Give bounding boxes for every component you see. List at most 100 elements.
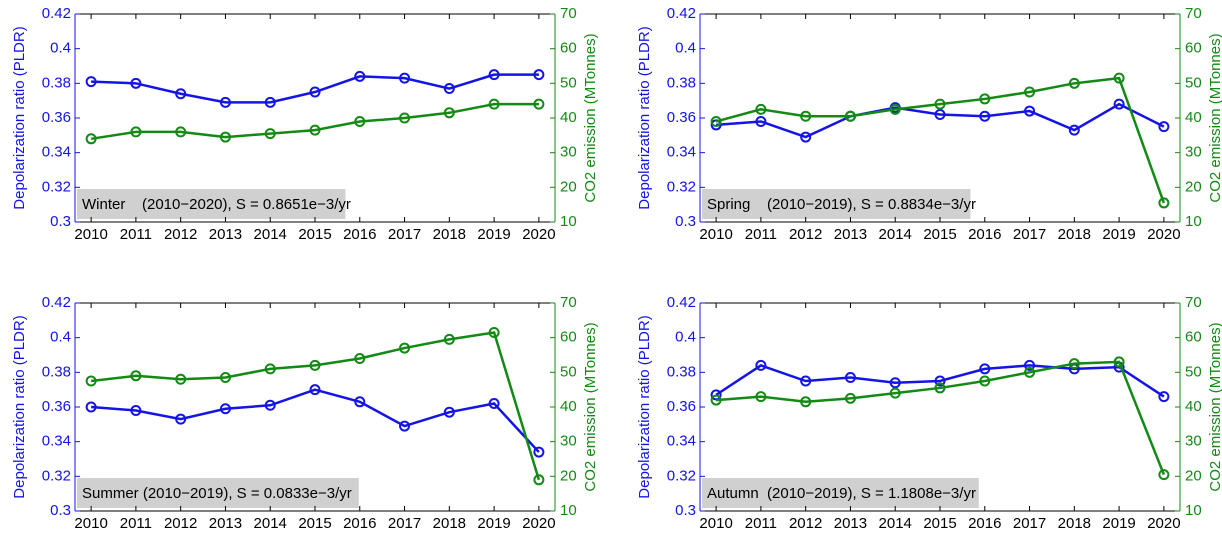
x-tick-label: 2012 (789, 515, 822, 532)
subplot: Winter (2010−2020), S = 0.8651e−3/yr2010… (11, 5, 599, 243)
series-line (91, 388, 540, 453)
series-marker (979, 110, 991, 122)
y2-axis-label: CO2 emission (MTonnes) (582, 33, 599, 202)
x-tick-label: 2015 (923, 515, 956, 532)
annotation: Summer (2010−2019), S = 0.0833e−3/yr (82, 485, 352, 502)
series-marker (844, 110, 856, 122)
series-marker (354, 70, 366, 82)
series-marker (934, 375, 946, 387)
y2-tick-label: 20 (1185, 467, 1202, 484)
x-tick-label: 2016 (968, 515, 1001, 532)
series-line (716, 102, 1165, 139)
series-marker (443, 107, 455, 119)
series-marker (264, 399, 276, 411)
series-line (90, 331, 541, 481)
x-tick-label: 2011 (120, 226, 152, 243)
y2-axis-label: CO2 emission (MTonnes) (1207, 322, 1222, 491)
x-tick-label: 2010 (699, 515, 732, 532)
series-line (715, 76, 1166, 204)
y-axis-label: Depolarization ratio (PLDR) (636, 315, 653, 498)
series-marker (399, 420, 411, 432)
y2-tick-label: 40 (560, 109, 577, 126)
y2-tick-label: 50 (1185, 363, 1202, 380)
y2-tick-label: 20 (560, 467, 577, 484)
y2-tick-label: 30 (1185, 433, 1202, 450)
series-marker (533, 98, 545, 110)
series-line (91, 73, 539, 104)
y2-tick-label: 40 (1185, 109, 1202, 126)
x-tick-label: 2011 (745, 226, 777, 243)
x-tick-label: 2020 (1147, 226, 1180, 243)
x-tick-label: 2017 (1013, 515, 1046, 532)
series-marker (533, 69, 545, 81)
x-tick-label: 2013 (834, 515, 867, 532)
y-tick-label: 0.42 (42, 5, 71, 22)
x-tick-label: 2013 (209, 226, 242, 243)
series-marker (1068, 124, 1080, 136)
x-tick-label: 2015 (923, 226, 956, 243)
y-tick-label: 0.38 (667, 363, 696, 380)
series-marker (934, 382, 946, 394)
series-marker (844, 372, 856, 384)
series-marker (1113, 356, 1125, 368)
y-tick-label: 0.42 (667, 294, 696, 311)
x-tick-label: 2018 (433, 515, 466, 532)
series-line (90, 102, 539, 141)
series-marker (755, 115, 767, 127)
series-marker (844, 392, 856, 404)
series-marker (354, 352, 366, 364)
annotation: Winter (2010−2020), S = 0.8651e−3/yr (82, 196, 351, 213)
series-marker (399, 72, 411, 84)
x-tick-label: 2014 (254, 515, 287, 532)
y-tick-label: 0.3 (50, 213, 71, 230)
x-tick-label: 2015 (298, 226, 331, 243)
series-marker (488, 98, 500, 110)
series-marker (175, 126, 187, 138)
series-marker (264, 128, 276, 140)
y-tick-label: 0.42 (42, 294, 71, 311)
series-marker (443, 406, 455, 418)
y2-tick-label: 50 (1185, 74, 1202, 91)
x-tick-label: 2013 (209, 515, 242, 532)
series-marker (85, 76, 97, 88)
y-tick-label: 0.32 (667, 178, 696, 195)
y-tick-label: 0.3 (675, 502, 696, 519)
x-tick-label: 2016 (968, 226, 1001, 243)
x-tick-label: 2020 (522, 226, 555, 243)
series-marker (533, 446, 545, 458)
x-tick-label: 2019 (1102, 515, 1135, 532)
x-tick-label: 2015 (298, 515, 331, 532)
series-marker (130, 370, 142, 382)
y-tick-label: 0.38 (667, 74, 696, 91)
annotation-box (77, 189, 346, 219)
series-marker (1024, 359, 1036, 371)
series-marker (443, 83, 455, 95)
annotation: Spring (2010−2019), S = 0.8834e−3/yr (707, 196, 976, 213)
series-line (716, 360, 1166, 476)
series-marker (934, 109, 946, 121)
x-tick-label: 2019 (1102, 226, 1135, 243)
series-marker (800, 110, 812, 122)
x-tick-label: 2018 (433, 226, 466, 243)
series-marker (1113, 98, 1125, 110)
series-marker (1158, 197, 1170, 209)
series-marker (264, 363, 276, 375)
x-tick-label: 2017 (388, 226, 421, 243)
annotation-box (702, 478, 979, 508)
y-tick-label: 0.4 (50, 40, 71, 57)
series-marker (979, 93, 991, 105)
series-marker (309, 359, 321, 371)
series-marker (979, 363, 991, 375)
series-marker (130, 77, 142, 89)
series-marker (85, 401, 97, 413)
y-tick-label: 0.32 (42, 178, 71, 195)
y2-tick-label: 20 (560, 178, 577, 195)
x-tick-label: 2016 (343, 515, 376, 532)
series-marker (1068, 77, 1080, 89)
y2-tick-label: 70 (560, 294, 577, 311)
x-tick-label: 2011 (120, 515, 152, 532)
x-tick-label: 2019 (477, 226, 510, 243)
series-marker (309, 124, 321, 136)
